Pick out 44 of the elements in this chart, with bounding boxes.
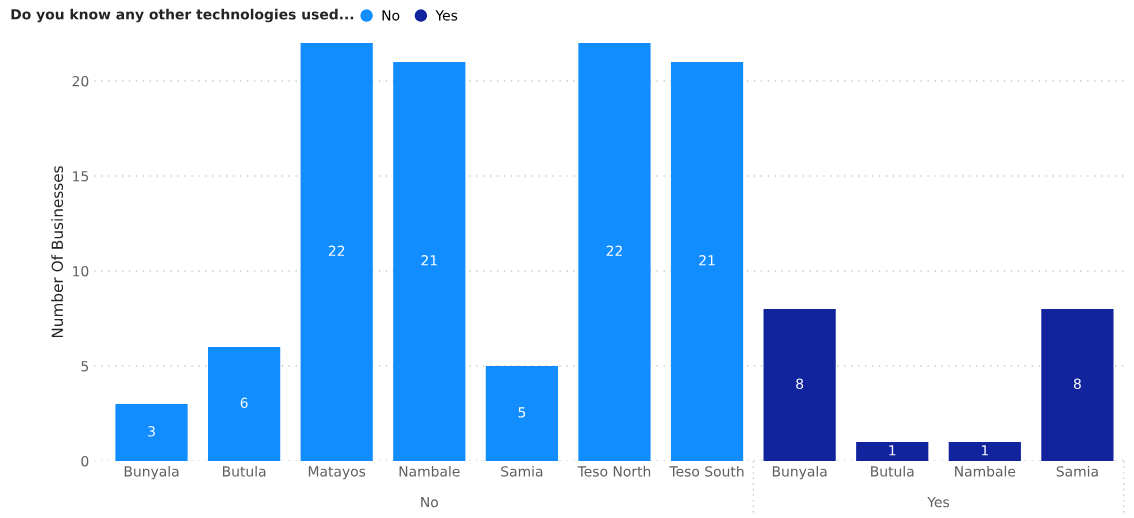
- y-tick-label: 0: [81, 455, 89, 467]
- data-label: 3: [148, 426, 155, 437]
- y-axis-title: Number Of Businesses: [51, 166, 64, 338]
- text: No: [421, 496, 438, 508]
- legend-title: Do you know any other technologies used...: [11, 8, 354, 23]
- x-tick-label: Nambale: [955, 465, 1016, 477]
- legend-label: No: [382, 10, 400, 21]
- bar: [763, 309, 836, 462]
- x-tick-label: Samia: [501, 465, 543, 477]
- y-tick-label: 20: [72, 75, 89, 87]
- x-tick-label: Matayos: [308, 466, 366, 480]
- bar: [393, 62, 466, 462]
- bar: [208, 347, 281, 462]
- bar: [115, 404, 188, 462]
- x-tick-label: Butula: [871, 465, 914, 477]
- data-label: 1: [889, 445, 896, 456]
- bar: [948, 442, 1021, 462]
- bar: [578, 42, 651, 462]
- x-tick-label: Nambale: [399, 465, 460, 477]
- data-label: 21: [421, 255, 437, 266]
- bar: [670, 62, 744, 462]
- legend-label: Yes: [435, 10, 458, 21]
- data-label: 5: [518, 407, 526, 418]
- y-tick-label: 5: [81, 361, 89, 372]
- bar: [485, 366, 558, 462]
- data-label: 6: [240, 397, 248, 409]
- bar: [1041, 309, 1114, 462]
- data-label: 22: [328, 245, 345, 256]
- x-tick-label: Teso South: [669, 465, 744, 477]
- x-tick-label: Bunyala: [772, 465, 827, 480]
- x-tick-label: Bunyala: [124, 465, 179, 480]
- data-label: 8: [796, 378, 804, 390]
- data-label: 1: [981, 445, 988, 456]
- y-tick-label: 15: [73, 171, 89, 182]
- x-tick-label: Teso North: [577, 465, 651, 477]
- x-tick-label: Samia: [1056, 465, 1098, 477]
- data-label: 8: [1073, 378, 1081, 390]
- bar: [300, 42, 373, 462]
- x-tick-label: Butula: [223, 465, 266, 477]
- text: Yes: [927, 496, 950, 508]
- data-label: 22: [606, 245, 622, 256]
- data-label: 21: [699, 255, 715, 266]
- y-tick-label: 10: [73, 265, 89, 277]
- bar: [856, 442, 929, 462]
